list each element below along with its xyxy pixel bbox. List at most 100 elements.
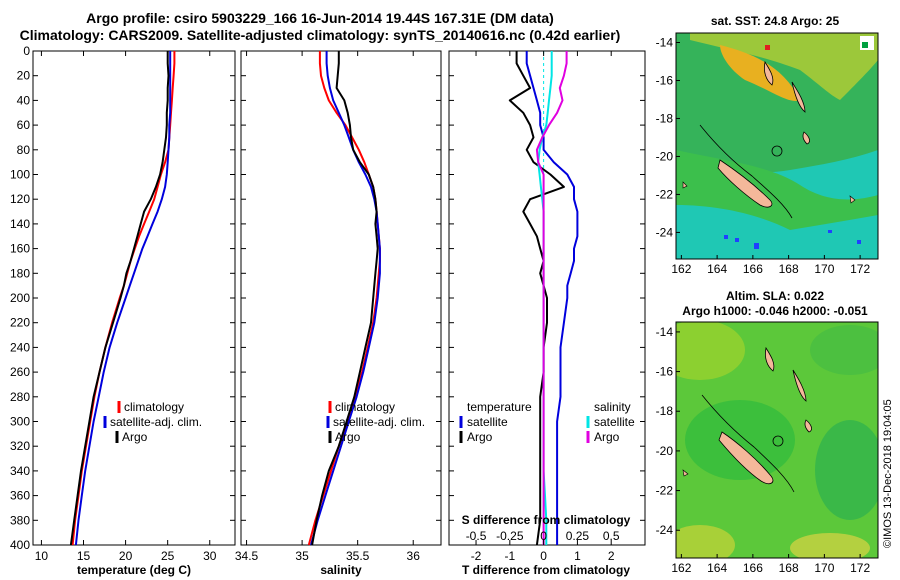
sla-low-anomaly (685, 400, 795, 480)
salinity-xtick-label: 36 (407, 549, 421, 563)
depth-tick-label: 300 (10, 415, 30, 429)
temperature-legend: climatology satellite-adj. clim. Argo (103, 400, 202, 444)
sla-lat-label: -14 (656, 325, 674, 339)
sst-lon-label: 170 (814, 262, 834, 276)
sla-anomaly (810, 325, 878, 375)
sst-cold-pixel (724, 235, 728, 239)
depth-tick-label: 100 (10, 168, 30, 182)
sst-lon-label: 172 (850, 262, 870, 276)
salinity-xtick-label: 35 (295, 549, 309, 563)
sst-lat-label: -16 (656, 73, 674, 87)
temperature-series-satellite-adj-clim- (74, 51, 172, 546)
temperature-panel: 10 15 20 25 30020406080100120140160180200220… (10, 44, 236, 577)
figure-title-profile: Argo profile: csiro 5903229_166 16-Jun-2… (86, 10, 554, 26)
legend-label-argo: Argo (335, 430, 361, 444)
depth-tick-label: 380 (10, 513, 30, 527)
salinity-series-satellite-adj-clim- (310, 51, 381, 546)
sst-hot-pixel (765, 45, 770, 50)
sst-lon-label: 162 (671, 262, 691, 276)
legend-label-s-satellite: satellite (594, 415, 635, 429)
depth-tick-label: 180 (10, 266, 30, 280)
small-island (849, 195, 856, 204)
legend-label-satellite: satellite-adj. clim. (333, 415, 425, 429)
sla-lon-label: 168 (779, 561, 799, 575)
salinity-xlabel: salinity (320, 563, 362, 577)
difference-s-tick-label: -0.5 (466, 529, 487, 543)
temperature-xtick-label: 30 (203, 549, 217, 563)
legend-heading-temperature: temperature (467, 400, 532, 414)
legend-label-t-satellite: satellite (467, 415, 508, 429)
legend-label-climatology: climatology (335, 400, 395, 414)
difference-series-temperature-argo (508, 51, 565, 546)
difference-xlabel: T difference from climatology (462, 563, 630, 577)
sst-lon-label: 164 (707, 262, 727, 276)
legend-label-satellite: satellite-adj. clim. (110, 415, 202, 429)
sst-cold-pixel (754, 243, 759, 249)
new-caledonia-island (717, 159, 773, 208)
temperature-series-argo (69, 51, 170, 546)
temperature-axes-frame (32, 50, 236, 546)
legend-label-climatology: climatology (124, 400, 184, 414)
difference-s-tick-label: -0.25 (496, 529, 524, 543)
difference-panel: -2 -1 0 1 2 -0.5 -0.25 0 0.25 0.5 S difference fr… (448, 50, 646, 577)
reef-outline (699, 124, 793, 219)
difference-s-tick-label: 0.25 (566, 529, 590, 543)
salinity-axes-frame (240, 50, 442, 546)
sst-orange-patch (720, 45, 800, 101)
vanuatu-island (804, 419, 812, 433)
sst-lat-label: -22 (656, 187, 674, 201)
vanuatu-island (765, 346, 775, 372)
legend-label-t-argo: Argo (467, 430, 493, 444)
depth-tick-label: 260 (10, 365, 30, 379)
depth-tick-label: 320 (10, 439, 30, 453)
difference-xtick-label: 2 (608, 549, 615, 563)
legend-heading-salinity: salinity (594, 400, 631, 414)
sla-lon-label: 170 (814, 561, 834, 575)
difference-xtick-label: -2 (471, 549, 482, 563)
sst-map-field (676, 33, 878, 259)
depth-tick-label: 0 (23, 44, 30, 58)
depth-tick-label: 60 (17, 118, 31, 132)
vanuatu-island (792, 369, 807, 402)
profile-location-marker (771, 145, 783, 157)
legend-label-s-argo: Argo (594, 430, 620, 444)
sst-lat-label: -20 (656, 149, 674, 163)
sst-map-title: sat. SST: 24.8 Argo: 25 (711, 14, 840, 28)
sst-missing-data-fill (862, 42, 868, 48)
temperature-xtick-label: 20 (119, 549, 133, 563)
new-caledonia-island (718, 431, 774, 485)
sst-cold-pixel (735, 238, 739, 242)
sla-lon-label: 164 (707, 561, 727, 575)
salinity-legend: climatology satellite-adj. clim. Argo (326, 400, 425, 444)
depth-tick-label: 400 (10, 538, 30, 552)
sst-lon-label: 166 (743, 262, 763, 276)
sla-high-anomaly (790, 533, 870, 558)
temperature-xtick-label: 10 (35, 549, 49, 563)
depth-tick-label: 220 (10, 316, 30, 330)
sla-map-field (676, 322, 878, 558)
sla-lon-label: 172 (850, 561, 870, 575)
depth-tick-label: 240 (10, 340, 30, 354)
depth-tick-label: 160 (10, 242, 30, 256)
difference-s-tick-label: 0 (540, 529, 547, 543)
vanuatu-island (764, 60, 774, 86)
profile-location-marker (772, 435, 784, 447)
sst-lat-label: -24 (656, 225, 674, 239)
difference-series-salinity-argo (535, 51, 568, 545)
sst-lat-label: -18 (656, 111, 674, 125)
temperature-xlabel: temperature (deg C) (77, 563, 191, 577)
sla-high-anomaly (676, 322, 745, 380)
sla-lon-label: 162 (671, 561, 691, 575)
depth-tick-label: 140 (10, 217, 30, 231)
vanuatu-island (791, 81, 806, 113)
difference-xtick-label: 1 (574, 549, 581, 563)
difference-s-tick-label: 0.5 (603, 529, 620, 543)
sla-map-subtitle: Argo h1000: -0.046 h2000: -0.051 (682, 304, 868, 318)
difference-legend: temperature satellite Argo salinity sate… (459, 400, 635, 444)
sla-lat-label: -16 (656, 365, 674, 379)
sla-lat-label: -22 (656, 484, 674, 498)
sla-map-title: Altim. SLA: 0.022 (726, 289, 824, 303)
depth-tick-label: 360 (10, 489, 30, 503)
sst-map-panel: sat. SST: 24.8 Argo: 25 162 164 166 1 (656, 14, 879, 276)
